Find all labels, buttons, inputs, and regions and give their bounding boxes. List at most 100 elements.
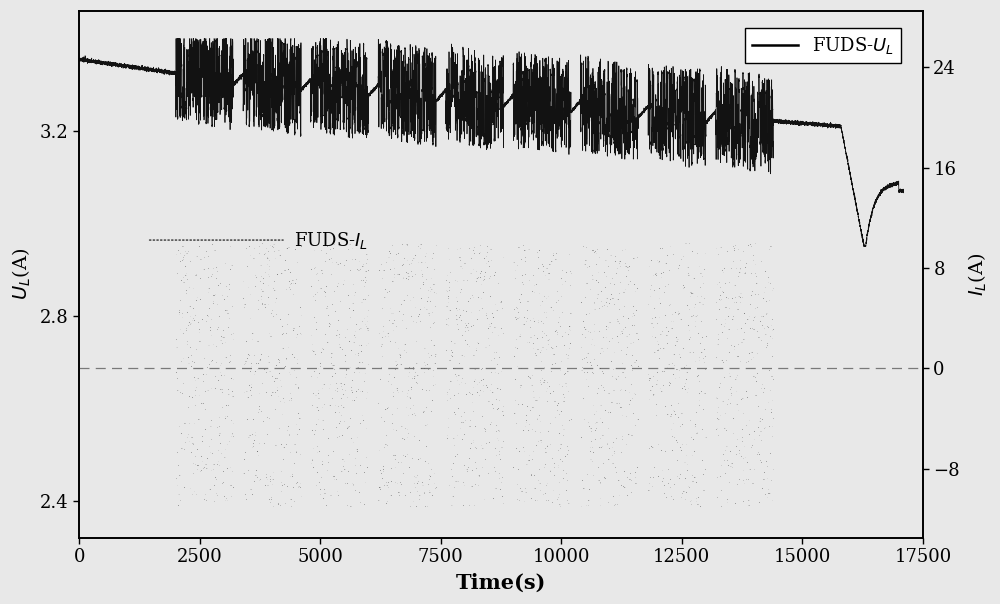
Point [468, 343, 484, 353]
Point [536, 307, 552, 316]
Point [641, 443, 657, 453]
Point [258, 387, 274, 396]
Point [506, 351, 522, 361]
Point [620, 265, 636, 274]
Point [277, 255, 293, 265]
Point [696, 293, 712, 303]
Point [737, 319, 753, 329]
Point [236, 303, 252, 312]
Point [581, 262, 597, 271]
Point [328, 257, 344, 266]
Point [345, 306, 361, 315]
Point [592, 478, 608, 488]
Point [759, 340, 775, 350]
Point [266, 246, 282, 255]
Point [603, 289, 619, 299]
Point [413, 240, 429, 249]
Point [613, 481, 629, 490]
Point [266, 276, 282, 286]
Point [691, 388, 707, 398]
Point [353, 346, 369, 356]
Point [225, 482, 241, 492]
Point [177, 437, 193, 447]
Point [723, 382, 739, 392]
Point [472, 385, 488, 395]
Point [357, 478, 373, 487]
Point [515, 442, 531, 452]
Point [745, 371, 761, 381]
Point [728, 386, 744, 396]
Point [308, 317, 324, 327]
Point [190, 460, 206, 470]
Point [559, 475, 575, 484]
Point [640, 300, 656, 309]
Point [187, 400, 203, 410]
Point [441, 480, 457, 490]
Point [242, 366, 258, 376]
Point [286, 458, 302, 467]
Point [413, 294, 429, 303]
Point [640, 486, 656, 495]
Point [349, 444, 365, 454]
Point [729, 400, 745, 410]
Point [183, 361, 199, 371]
Point [540, 426, 556, 436]
Point [346, 394, 362, 404]
Point [221, 284, 237, 294]
Point [276, 265, 292, 274]
Point [762, 242, 778, 251]
Point [545, 305, 561, 315]
Point [692, 501, 708, 511]
Point [399, 432, 415, 442]
Point [616, 466, 632, 475]
Point [311, 446, 327, 456]
Point [198, 463, 214, 472]
Point [584, 367, 600, 377]
Point [215, 466, 231, 476]
Point [447, 451, 463, 461]
Point [396, 434, 412, 444]
Point [306, 346, 322, 356]
Point [382, 336, 398, 346]
Point [292, 302, 308, 312]
Point [346, 330, 362, 340]
Point [738, 420, 754, 429]
Point [250, 358, 266, 368]
Point [758, 342, 774, 352]
Point [327, 368, 343, 378]
Point [610, 316, 626, 326]
Point [325, 446, 341, 456]
Point [763, 320, 779, 329]
Point [591, 326, 607, 336]
Point [656, 367, 672, 376]
Point [352, 265, 368, 274]
Point [382, 249, 398, 259]
Point [764, 315, 780, 324]
Point [685, 476, 701, 486]
Point [256, 249, 272, 259]
Point [656, 488, 672, 498]
Point [716, 263, 732, 273]
Point [489, 359, 505, 369]
Point [648, 268, 664, 278]
Point [217, 305, 233, 315]
Point [440, 423, 456, 432]
Point [512, 483, 528, 493]
Point [651, 283, 667, 293]
Point [509, 313, 525, 323]
Point [692, 501, 708, 511]
Point [516, 245, 532, 255]
Point [493, 296, 509, 306]
Point [375, 265, 391, 275]
Point [708, 315, 724, 324]
Point [359, 249, 375, 259]
Point [692, 282, 708, 292]
Point [737, 452, 753, 462]
Point [544, 343, 560, 353]
Point [406, 408, 422, 417]
Point [686, 446, 702, 455]
Point [580, 417, 596, 426]
Point [688, 428, 704, 438]
Point [723, 340, 739, 350]
Point [491, 352, 507, 362]
